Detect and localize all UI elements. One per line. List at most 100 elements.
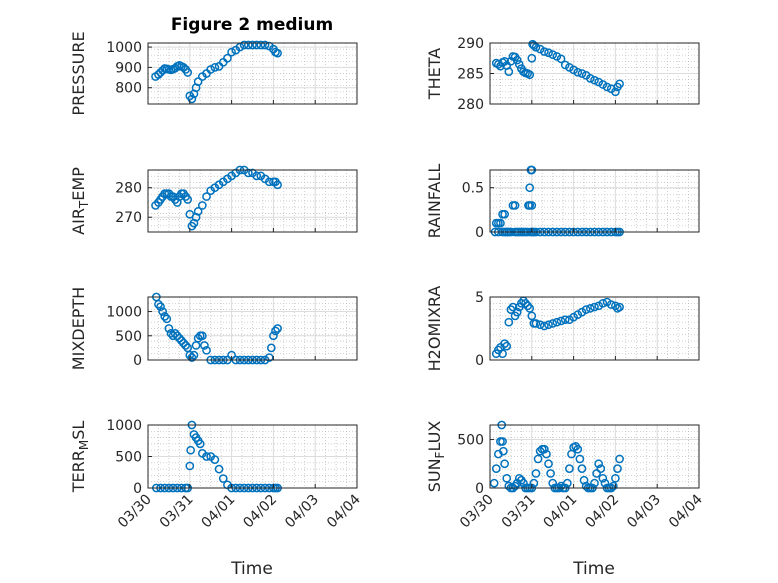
data-point [256, 40, 266, 50]
data-point [581, 305, 591, 314]
data-point [560, 315, 570, 325]
data-point [539, 321, 549, 331]
data-point [590, 302, 599, 312]
y-axis-label: THETA [425, 48, 444, 100]
y-tick-label: 285 [457, 67, 484, 83]
data-point [544, 48, 553, 58]
data-point [500, 209, 509, 219]
data-point [519, 478, 528, 488]
y-axis-label: AIRTEMP [69, 167, 91, 235]
data-point [248, 40, 257, 50]
data-point [590, 75, 599, 85]
subplot-3: 270 280 AIRTEMP [69, 165, 358, 235]
data-point [548, 319, 558, 328]
data-point [179, 338, 188, 348]
data-point [508, 302, 518, 312]
data-point [544, 459, 553, 469]
data-point [533, 454, 543, 464]
data-point [594, 459, 604, 469]
y-tick-label: 0.5 [462, 181, 484, 197]
data-point [273, 324, 282, 333]
data-point [512, 55, 522, 65]
data-point [529, 478, 539, 488]
data-point [193, 206, 203, 216]
y-tick-label: 900 [115, 60, 142, 76]
data-point [556, 316, 566, 326]
data-point [197, 201, 207, 210]
data-point [206, 65, 216, 74]
data-point [175, 333, 184, 343]
data-point [273, 180, 282, 190]
data-point [523, 301, 532, 311]
data-point [243, 40, 253, 50]
data-point [252, 40, 262, 50]
data-point [273, 48, 282, 58]
data-point [264, 177, 274, 187]
subplot-1: 800 900 1000 PRESSURE [69, 31, 358, 116]
y-tick-label: 290 [457, 36, 484, 52]
data-point [181, 341, 190, 350]
data-point [498, 437, 507, 446]
data-point [562, 478, 572, 488]
data-point [210, 455, 220, 464]
y-tick-label: 0 [133, 481, 142, 497]
x-axis-label-left: Time [230, 559, 273, 579]
data-point [539, 47, 549, 56]
data-point [615, 79, 624, 89]
data-point [158, 66, 167, 75]
y-tick-label: 1000 [106, 305, 142, 321]
y-tick-label: 500 [457, 433, 484, 449]
y-tick-label: 800 [115, 81, 142, 97]
data-point [502, 341, 512, 351]
data-point [529, 41, 539, 50]
data-point [573, 67, 583, 77]
data-point [585, 74, 595, 83]
data-point [577, 464, 587, 473]
data-point [170, 328, 180, 338]
data-point [602, 82, 612, 92]
data-point [525, 303, 535, 313]
axes-box [147, 169, 358, 233]
data-point [585, 303, 595, 313]
data-point [535, 320, 545, 330]
data-point [504, 67, 514, 77]
data-point [565, 464, 574, 473]
data-point [548, 50, 558, 59]
y-tick-label: 0 [475, 225, 484, 241]
data-point [600, 478, 610, 488]
data-point [239, 40, 249, 50]
data-point [489, 478, 499, 488]
data-point [200, 341, 209, 350]
data-point [179, 63, 188, 72]
subplot-6: 0 5 H2OMIXRA [425, 286, 700, 371]
y-tick-label: 1000 [106, 418, 142, 434]
data-point [525, 70, 535, 80]
data-point [544, 320, 553, 330]
data-point [615, 302, 624, 312]
y-axis-label: RAINFALL [425, 164, 444, 239]
data-point [527, 53, 537, 63]
data-point [504, 481, 514, 491]
data-point [266, 343, 276, 353]
data-point [546, 469, 555, 478]
data-point [185, 461, 195, 471]
data-point [615, 454, 624, 464]
data-point [187, 353, 197, 362]
data-point [218, 474, 228, 483]
data-point [608, 481, 618, 491]
data-point [502, 473, 512, 483]
y-tick-label: 280 [115, 181, 142, 197]
data-point [177, 336, 186, 345]
data-point [596, 464, 606, 473]
data-point [556, 54, 566, 64]
data-point [498, 349, 507, 359]
data-point [260, 40, 270, 50]
data-point [252, 171, 262, 181]
y-tick-label: 0 [133, 353, 142, 369]
data-point [210, 63, 220, 72]
data-point [164, 324, 174, 333]
y-axis-label: MIXDEPTH [69, 287, 88, 370]
y-tick-label: 270 [115, 210, 142, 226]
y-axis-label: SUNFLUX [425, 421, 447, 493]
